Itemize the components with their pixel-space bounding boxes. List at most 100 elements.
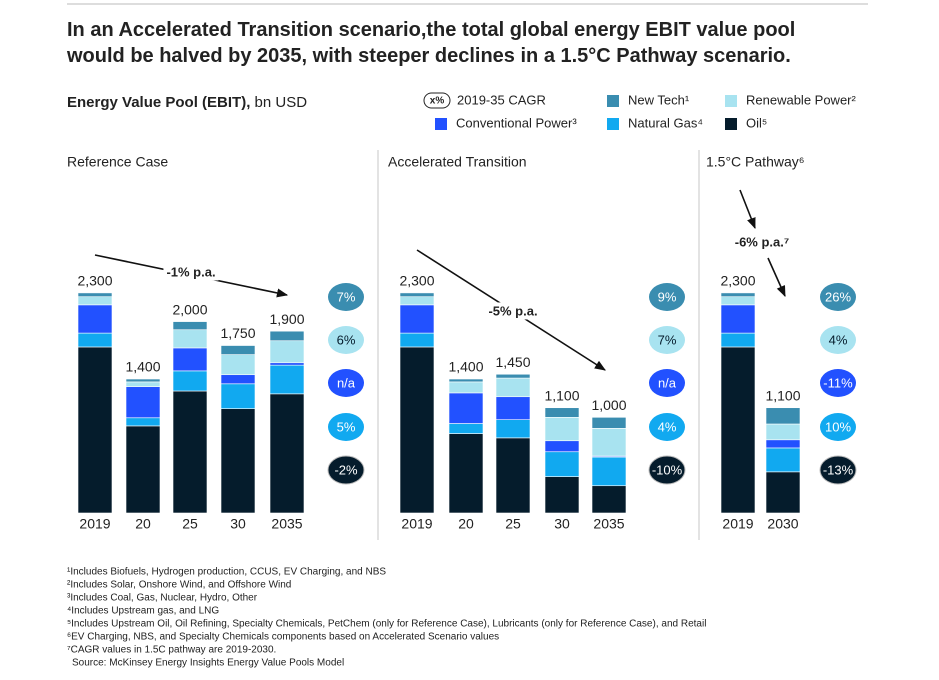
legend-label: Oil⁵: [746, 115, 767, 130]
title-line: would be halved by 2035, with steeper de…: [66, 45, 791, 67]
chart-title-text: In an Accelerated Transition scenario,th…: [66, 19, 795, 67]
cagr-badge: [820, 369, 856, 397]
legend-swatch: [725, 95, 737, 107]
bar-segment: [269, 340, 305, 364]
cagr-label: 4%: [829, 332, 848, 347]
total-label: 1,100: [544, 387, 579, 403]
footnote: ²Includes Solar, Onshore Wind, and Offsh…: [67, 580, 291, 591]
legend-label: New Tech¹: [628, 92, 690, 107]
bar-segment: [399, 296, 435, 306]
bar-segment: [269, 330, 305, 342]
bar-segment: [399, 332, 435, 348]
x-tick-label: 2019: [401, 516, 432, 532]
legend-swatch: [607, 118, 619, 130]
unit: bn USD: [255, 94, 308, 111]
bar-segment: [591, 456, 627, 487]
bar-segment: [495, 396, 531, 420]
cagr-badge: [649, 326, 685, 354]
bar-segment: [269, 362, 305, 366]
bar-segment: [77, 332, 113, 348]
cagr-badge: [820, 283, 856, 311]
cagr-label: 26%: [825, 289, 851, 304]
bar-segment: [448, 392, 484, 424]
x-tick-label: 2030: [767, 516, 798, 532]
legend-label: Natural Gas⁴: [628, 115, 703, 130]
bar-segment: [495, 419, 531, 439]
bar-segment: [765, 423, 801, 441]
bar-segment: [720, 304, 756, 334]
annotation: -6% p.a.⁷: [735, 234, 790, 249]
bar-segment: [399, 346, 435, 514]
total-label: 2,300: [77, 273, 112, 289]
footnote: ⁷CAGR values in 1.5C pathway are 2019-20…: [67, 645, 276, 656]
bar-segment: [765, 471, 801, 514]
x-tick-label: 30: [230, 516, 246, 532]
bar-segment: [269, 393, 305, 514]
cagr-badge: [820, 326, 856, 354]
total-label: 1,100: [765, 387, 800, 403]
bar-segment: [448, 381, 484, 394]
bar-segment: [77, 346, 113, 514]
cagr-label: n/a: [337, 375, 356, 390]
bar-segment: [544, 416, 580, 442]
cagr-label: 10%: [825, 419, 851, 434]
annotation-bg: [485, 302, 541, 320]
x-tick-label: 2035: [593, 516, 624, 532]
cagr-legend-label: 2019-35 CAGR: [457, 92, 546, 107]
legend-label: Conventional Power³: [456, 115, 577, 130]
bar-segment: [125, 417, 161, 427]
bar-segment: [765, 439, 801, 449]
footnote: ⁵Includes Upstream Oil, Oil Refining, Sp…: [67, 619, 706, 630]
x-tick-label: 2019: [79, 516, 110, 532]
bar-segment: [591, 485, 627, 514]
cagr-label: -13%: [823, 462, 854, 477]
legend-swatch: [725, 118, 737, 130]
bar-segment: [591, 416, 627, 429]
annotation: -1% p.a.: [166, 264, 215, 279]
cagr-badge: [327, 455, 365, 485]
x-tick-label: 20: [135, 516, 151, 532]
x-tick-label: 25: [182, 516, 198, 532]
total-label: 2,000: [172, 301, 207, 317]
annotation-bg: [163, 263, 219, 281]
cagr-label: 7%: [658, 332, 677, 347]
x-tick-label: 30: [554, 516, 570, 532]
total-label: 1,400: [125, 359, 160, 375]
total-label: 1,750: [220, 325, 255, 341]
total-label: 1,000: [591, 397, 626, 413]
total-label: 2,300: [720, 273, 755, 289]
bar-segment: [720, 292, 756, 298]
cagr-label: 5%: [337, 419, 356, 434]
bar-segment: [77, 292, 113, 298]
x-tick-label: 2035: [271, 516, 302, 532]
bar-segment: [172, 370, 208, 392]
cagr-label: 9%: [658, 289, 677, 304]
bar-segment: [220, 374, 256, 385]
total-label: 1,450: [495, 354, 530, 370]
bar-segment: [125, 425, 161, 514]
cagr-label: n/a: [658, 375, 677, 390]
bar-segment: [220, 408, 256, 514]
bar-segment: [544, 440, 580, 453]
trend-arrow: [767, 257, 786, 298]
bar-segment: [448, 423, 484, 434]
title-line: In an Accelerated Transition scenario,th…: [67, 19, 795, 41]
cagr-badge: [820, 413, 856, 441]
cagr-badge: [328, 283, 364, 311]
bar-segment: [448, 433, 484, 514]
bar-segment: [720, 296, 756, 306]
bar-segment: [77, 296, 113, 306]
bar-segment: [399, 292, 435, 298]
trend-arrow: [739, 189, 756, 230]
footnote: ⁴Includes Upstream gas, and LNG: [67, 606, 219, 617]
cagr-legend-symbol-text: x%: [430, 96, 445, 107]
x-tick-label: 20: [458, 516, 474, 532]
bar-segment: [172, 390, 208, 514]
bar-segment: [125, 381, 161, 387]
footnote: ¹Includes Biofuels, Hydrogen production,…: [67, 567, 386, 578]
bar-segment: [125, 378, 161, 383]
bar-segment: [765, 407, 801, 425]
bar-segment: [544, 476, 580, 514]
panel-title: 1.5°C Pathway⁶: [706, 154, 805, 170]
total-label: 1,400: [448, 359, 483, 375]
